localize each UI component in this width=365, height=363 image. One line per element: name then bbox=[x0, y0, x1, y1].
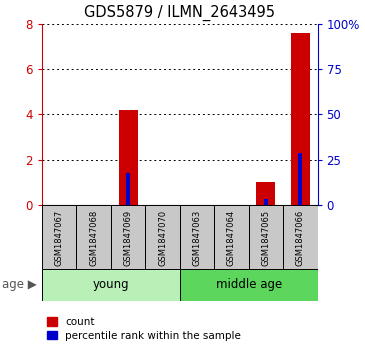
Text: GSM1847064: GSM1847064 bbox=[227, 210, 236, 266]
Text: GSM1847069: GSM1847069 bbox=[124, 210, 132, 266]
Bar bbox=[291, 33, 310, 205]
Title: GDS5879 / ILMN_2643495: GDS5879 / ILMN_2643495 bbox=[84, 5, 275, 21]
Legend: count, percentile rank within the sample: count, percentile rank within the sample bbox=[47, 317, 241, 340]
Bar bbox=[283, 205, 318, 269]
Bar bbox=[119, 110, 138, 205]
Bar bbox=[76, 205, 111, 269]
Bar bbox=[214, 205, 249, 269]
Bar bbox=[249, 205, 283, 269]
Text: GSM1847063: GSM1847063 bbox=[192, 210, 201, 266]
Bar bbox=[42, 205, 76, 269]
Text: young: young bbox=[93, 278, 129, 291]
Bar bbox=[145, 205, 180, 269]
Text: GSM1847068: GSM1847068 bbox=[89, 210, 98, 266]
Bar bbox=[264, 199, 268, 205]
Bar bbox=[298, 153, 302, 205]
Bar bbox=[180, 205, 214, 269]
Text: GSM1847067: GSM1847067 bbox=[55, 210, 64, 266]
Bar bbox=[256, 182, 275, 205]
Text: age ▶: age ▶ bbox=[2, 278, 36, 291]
Bar bbox=[42, 269, 180, 301]
Text: GSM1847070: GSM1847070 bbox=[158, 210, 167, 266]
Text: GSM1847065: GSM1847065 bbox=[261, 210, 270, 266]
Text: middle age: middle age bbox=[215, 278, 282, 291]
Bar bbox=[111, 205, 145, 269]
Bar bbox=[180, 269, 318, 301]
Text: GSM1847066: GSM1847066 bbox=[296, 210, 305, 266]
Bar bbox=[126, 173, 130, 205]
